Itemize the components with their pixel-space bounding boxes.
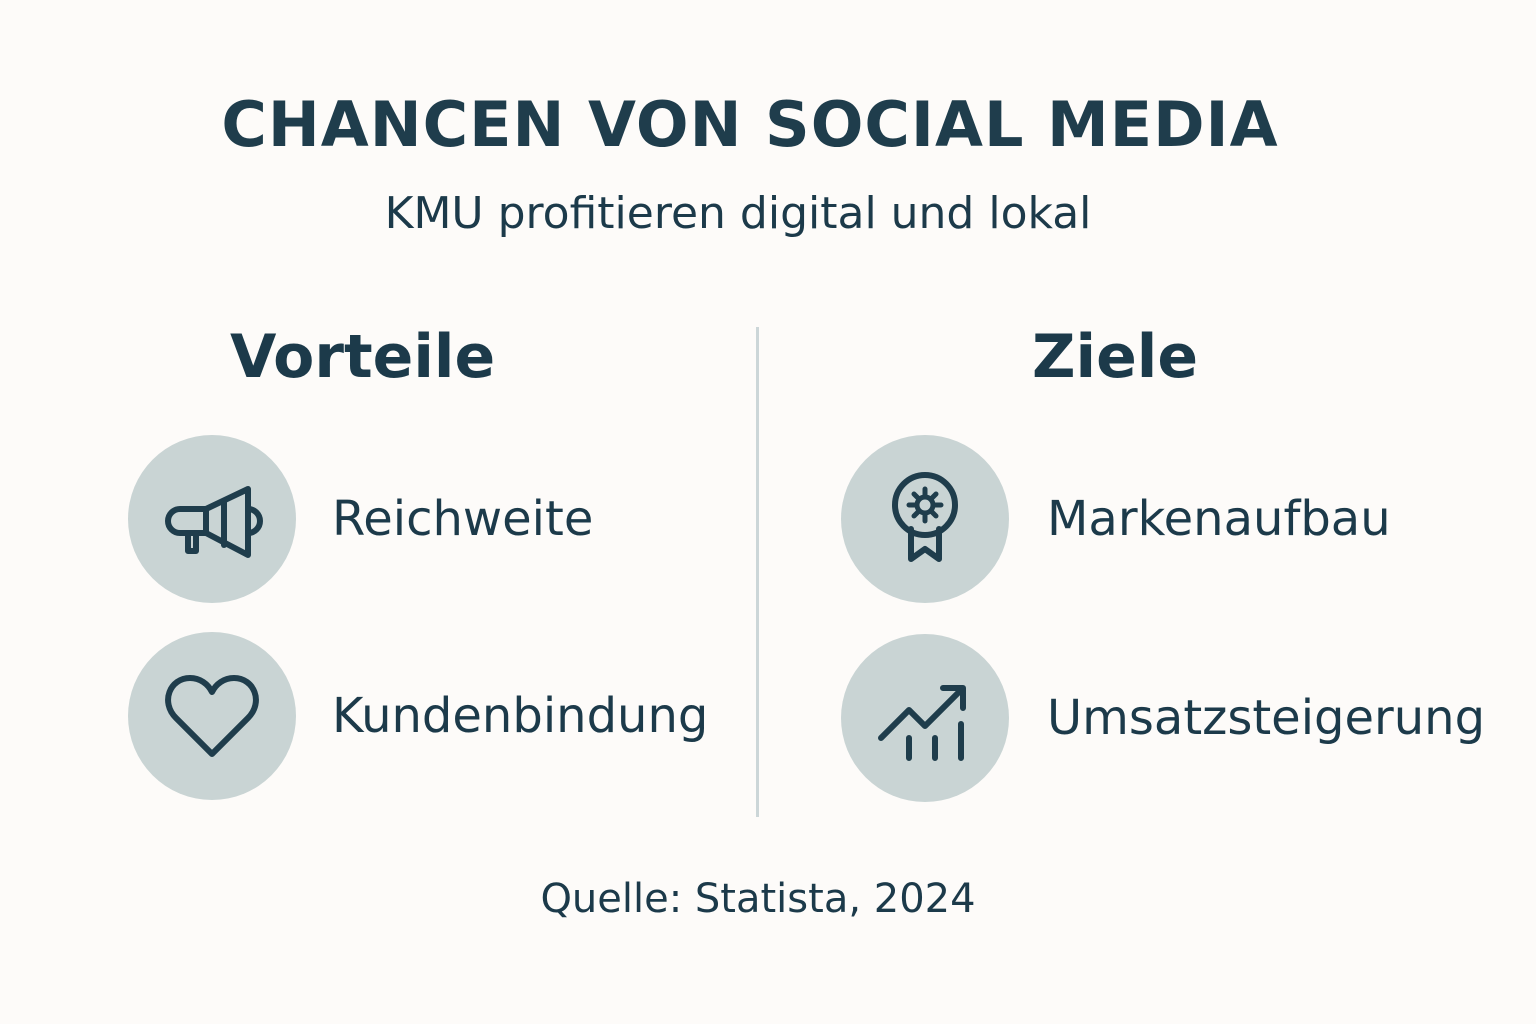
list-item-markenaufbau: Markenaufbau <box>841 435 1391 603</box>
source-note: Quelle: Statista, 2024 <box>540 876 976 922</box>
item-label: Umsatzsteigerung <box>1047 690 1486 746</box>
list-item-reichweite: Reichweite <box>128 435 593 603</box>
icon-circle <box>841 634 1009 802</box>
list-item-umsatzsteigerung: Umsatzsteigerung <box>841 634 1485 802</box>
column-divider <box>756 327 759 817</box>
column-heading-ziele: Ziele <box>1032 322 1199 392</box>
list-item-kundenbindung: Kundenbindung <box>128 632 708 800</box>
item-label: Markenaufbau <box>1047 491 1391 547</box>
column-heading-vorteile: Vorteile <box>230 322 496 392</box>
icon-circle <box>128 435 296 603</box>
icon-circle <box>128 632 296 800</box>
award-badge-icon <box>892 472 958 562</box>
growth-chart-icon <box>878 685 966 761</box>
item-label: Reichweite <box>332 491 594 547</box>
item-label: Kundenbindung <box>332 688 709 744</box>
page-subtitle: KMU profitieren digital und lokal <box>384 188 1092 239</box>
page-title: CHANCEN VON SOCIAL MEDIA <box>221 88 1279 161</box>
heart-icon <box>165 675 259 757</box>
icon-circle <box>841 435 1009 603</box>
megaphone-icon <box>165 486 263 558</box>
